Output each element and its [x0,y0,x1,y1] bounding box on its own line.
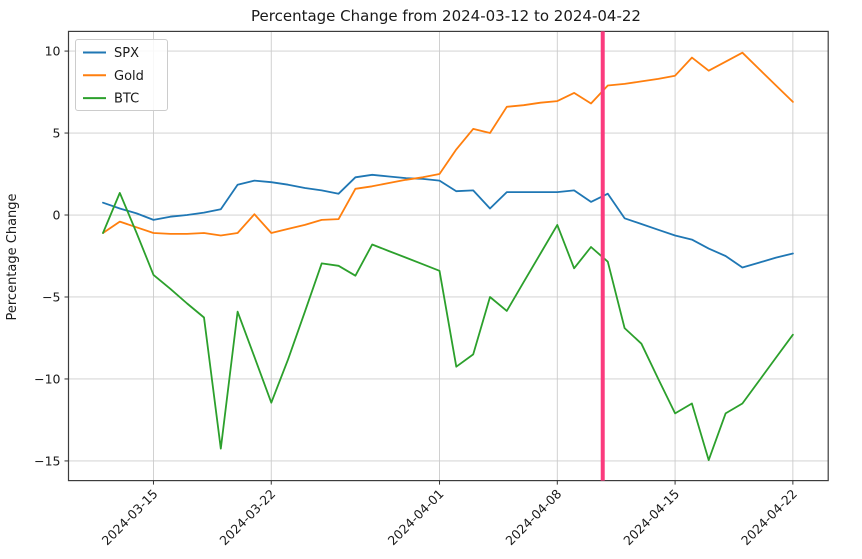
x-tick-label: 2024-04-15 [620,486,682,548]
y-tick-label: −10 [34,371,60,386]
y-tick-label: −15 [34,453,60,468]
series-line-gold [102,51,794,237]
series-line-spx [102,173,794,269]
plot-area: 10 5 0 −5 −10 −15 2024-03-15 2024-03-22 2024-04-… [34,30,829,548]
x-tick-label: 2024-04-22 [738,486,800,548]
y-tick-label: 0 [53,208,61,223]
x-tick-label: 2024-04-01 [385,486,447,548]
y-tick-label: −5 [42,289,60,304]
y-tick-label: 5 [53,126,61,141]
legend-label-btc: BTC [114,92,139,107]
series-line-btc [102,191,794,462]
y-axis-label: Percentage Change [5,193,20,320]
legend: SPX Gold BTC [75,39,168,111]
legend-label-gold: Gold [114,69,144,84]
y-tick-label: 10 [45,44,61,59]
x-tick-label: 2024-03-22 [216,486,278,548]
legend-box [75,39,168,111]
chart-title: Percentage Change from 2024-03-12 to 202… [251,7,641,25]
x-tick-label: 2024-04-08 [502,486,564,548]
legend-label-spx: SPX [114,46,139,61]
x-tick-label: 2024-03-15 [99,486,161,548]
axes-spines [67,30,829,482]
